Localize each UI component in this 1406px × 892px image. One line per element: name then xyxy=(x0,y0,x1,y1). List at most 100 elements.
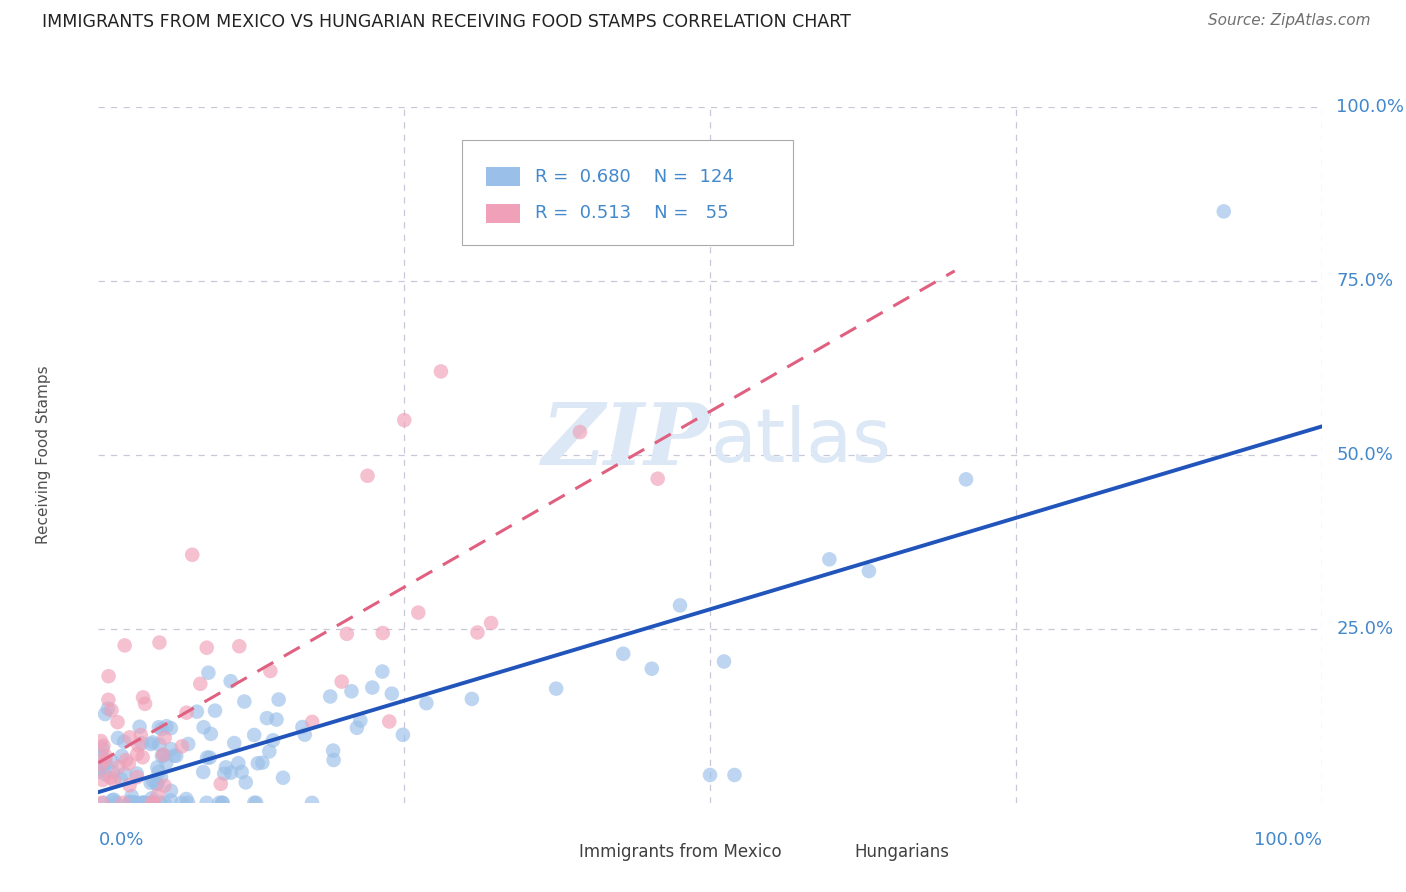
Point xyxy=(211,796,233,810)
Point xyxy=(152,747,174,762)
Text: 100.0%: 100.0% xyxy=(1336,98,1405,116)
Point xyxy=(110,772,132,786)
Point xyxy=(267,692,290,706)
Point xyxy=(669,599,692,613)
Point xyxy=(153,731,176,745)
Point xyxy=(124,796,146,810)
Point xyxy=(159,793,181,807)
Point xyxy=(392,728,415,742)
Text: 75.0%: 75.0% xyxy=(1336,272,1393,290)
Point xyxy=(146,788,169,802)
Point xyxy=(107,731,129,745)
Point xyxy=(955,472,977,486)
Point xyxy=(245,796,267,810)
Point xyxy=(195,640,218,655)
Point xyxy=(94,753,117,767)
Point xyxy=(91,772,114,787)
Point xyxy=(122,796,145,810)
Point xyxy=(259,664,281,678)
Point xyxy=(219,674,242,689)
Point xyxy=(125,766,148,780)
Point xyxy=(129,728,152,742)
Point xyxy=(219,765,242,780)
Point xyxy=(132,796,155,810)
Point xyxy=(330,674,353,689)
Point xyxy=(94,767,117,781)
Point xyxy=(193,764,215,779)
Point xyxy=(100,771,122,785)
Point xyxy=(195,796,218,810)
Text: R =  0.513    N =   55: R = 0.513 N = 55 xyxy=(536,204,728,222)
Point xyxy=(319,690,342,704)
Point xyxy=(148,764,170,779)
Point xyxy=(231,764,253,779)
Point xyxy=(90,758,112,772)
Point xyxy=(148,720,170,734)
Point xyxy=(228,639,250,653)
Point xyxy=(155,756,177,770)
Point xyxy=(723,768,745,782)
Point xyxy=(170,739,193,754)
Point xyxy=(346,721,368,735)
Point xyxy=(112,734,135,748)
Point xyxy=(1212,204,1234,219)
Text: 50.0%: 50.0% xyxy=(1336,446,1393,464)
Point xyxy=(181,548,204,562)
Point xyxy=(155,719,177,733)
Point xyxy=(97,701,120,715)
Text: 25.0%: 25.0% xyxy=(1336,620,1393,638)
Point xyxy=(94,707,117,722)
Point xyxy=(118,796,141,810)
Point xyxy=(174,792,197,806)
Point xyxy=(266,713,288,727)
Point xyxy=(148,738,170,752)
Point xyxy=(132,796,155,810)
Point xyxy=(176,706,198,720)
Point xyxy=(858,564,880,578)
Point xyxy=(148,635,170,649)
Point xyxy=(91,741,114,756)
Point xyxy=(233,694,256,708)
Point xyxy=(128,720,150,734)
Point xyxy=(371,665,394,679)
Point xyxy=(114,639,136,653)
Point xyxy=(467,625,489,640)
Point xyxy=(340,684,363,698)
Point xyxy=(415,696,437,710)
Point xyxy=(132,796,155,810)
Point xyxy=(142,796,165,810)
Point xyxy=(120,796,142,810)
Point xyxy=(112,796,135,810)
Point xyxy=(165,748,187,763)
Point xyxy=(131,750,153,764)
Text: IMMIGRANTS FROM MEXICO VS HUNGARIAN RECEIVING FOOD STAMPS CORRELATION CHART: IMMIGRANTS FROM MEXICO VS HUNGARIAN RECE… xyxy=(42,13,851,31)
Point xyxy=(371,626,394,640)
Point xyxy=(93,796,115,810)
Point xyxy=(131,736,153,750)
Point xyxy=(127,747,149,761)
Point xyxy=(356,468,378,483)
Point xyxy=(208,796,231,810)
FancyBboxPatch shape xyxy=(538,848,569,863)
Point xyxy=(177,796,200,810)
Text: R =  0.680    N =  124: R = 0.680 N = 124 xyxy=(536,168,734,186)
Point xyxy=(246,756,269,771)
Point xyxy=(252,756,274,770)
Point xyxy=(103,793,125,807)
Point xyxy=(134,796,156,810)
Point xyxy=(336,627,359,641)
Point xyxy=(139,737,162,751)
Point xyxy=(149,770,172,784)
Point xyxy=(101,765,124,780)
Point xyxy=(381,687,404,701)
Point xyxy=(408,606,430,620)
Point xyxy=(197,665,219,680)
Point xyxy=(215,760,238,774)
Point xyxy=(118,756,141,771)
Point xyxy=(134,697,156,711)
Point xyxy=(94,756,117,771)
Point xyxy=(142,774,165,789)
Point xyxy=(160,721,183,735)
Point xyxy=(153,779,176,793)
FancyBboxPatch shape xyxy=(461,140,793,244)
